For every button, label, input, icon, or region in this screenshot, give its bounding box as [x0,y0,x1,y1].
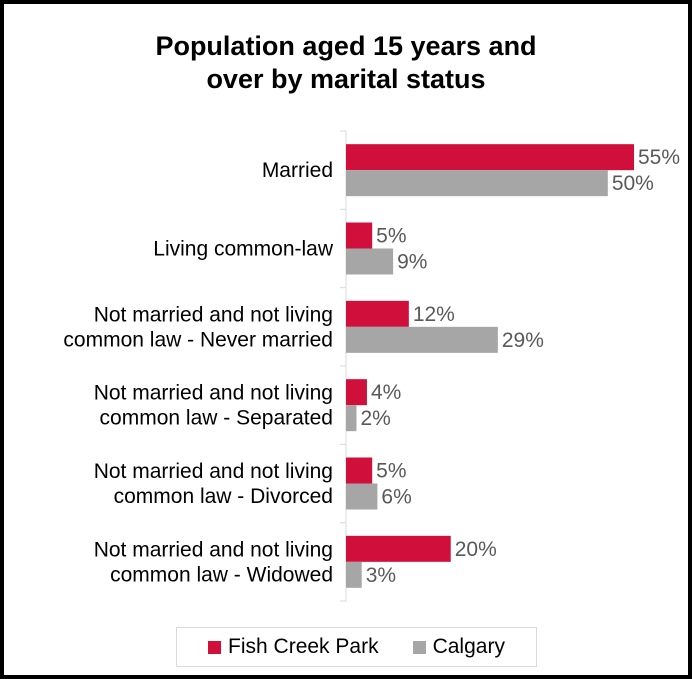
category-label: Not married and not living common law - D… [94,460,333,508]
category-label-line: common law - Never married [63,328,333,351]
category-label: Married [262,159,333,182]
chart-title-line-2: over by marital status [206,64,486,94]
category-label-line: common law - Divorced [114,485,333,508]
category-label-line: common law - Widowed [110,563,333,586]
bar-fish-creek-park [346,222,373,249]
data-label-fish-creek-park: 20% [455,538,497,561]
bar-fish-creek-park [346,535,451,562]
chart-title-line-1: Population aged 15 years and [155,31,537,61]
data-label-fish-creek-park: 55% [638,146,680,169]
bar-fish-creek-park [346,379,367,406]
bar-calgary [346,561,362,588]
category-label-line: Not married and not living [94,538,333,561]
bar-fish-creek-park [346,144,634,171]
category-label-line: Not married and not living [94,460,333,483]
category-label-line: Not married and not living [94,382,333,405]
category-label: Not married and not living common law - W… [94,538,333,586]
legend-swatch-calgary [412,640,426,654]
chart-title: Population aged 15 years and over by mar… [0,30,692,96]
data-label-calgary: 3% [366,564,396,587]
data-label-calgary: 2% [360,407,390,430]
bar-calgary [346,326,498,353]
legend-label-calgary: Calgary [432,635,505,658]
category-label-line: Married [262,159,333,182]
data-label-calgary: 29% [502,329,544,352]
category-label: Living common-law [153,238,334,261]
data-label-calgary: 50% [612,172,654,195]
category-label: Not married and not living common law - N… [63,303,333,351]
bar-fish-creek-park [346,457,373,484]
category-label: Not married and not living common law - S… [94,382,333,430]
category-label-line: Not married and not living [94,303,333,326]
data-label-fish-creek-park: 4% [371,381,401,404]
data-label-calgary: 6% [381,486,411,509]
category-label-line: common law - Separated [100,407,333,430]
bar-calgary [346,248,394,275]
legend-item-calgary: Calgary [412,635,505,659]
category-label-line: Living common-law [153,238,334,261]
bar-calgary [346,483,378,510]
legend-swatch-fish-creek-park [208,640,222,654]
legend-label-fish-creek-park: Fish Creek Park [228,635,379,658]
data-label-fish-creek-park: 5% [376,460,406,483]
bar-fish-creek-park [346,300,409,327]
data-label-fish-creek-park: 12% [413,303,455,326]
bar-calgary [346,405,357,432]
legend: Fish Creek Park Calgary [176,627,537,667]
data-label-fish-creek-park: 5% [376,225,406,248]
legend-item-fish-creek-park: Fish Creek Park [208,635,379,659]
bar-calgary [346,170,608,197]
data-label-calgary: 9% [397,251,427,274]
